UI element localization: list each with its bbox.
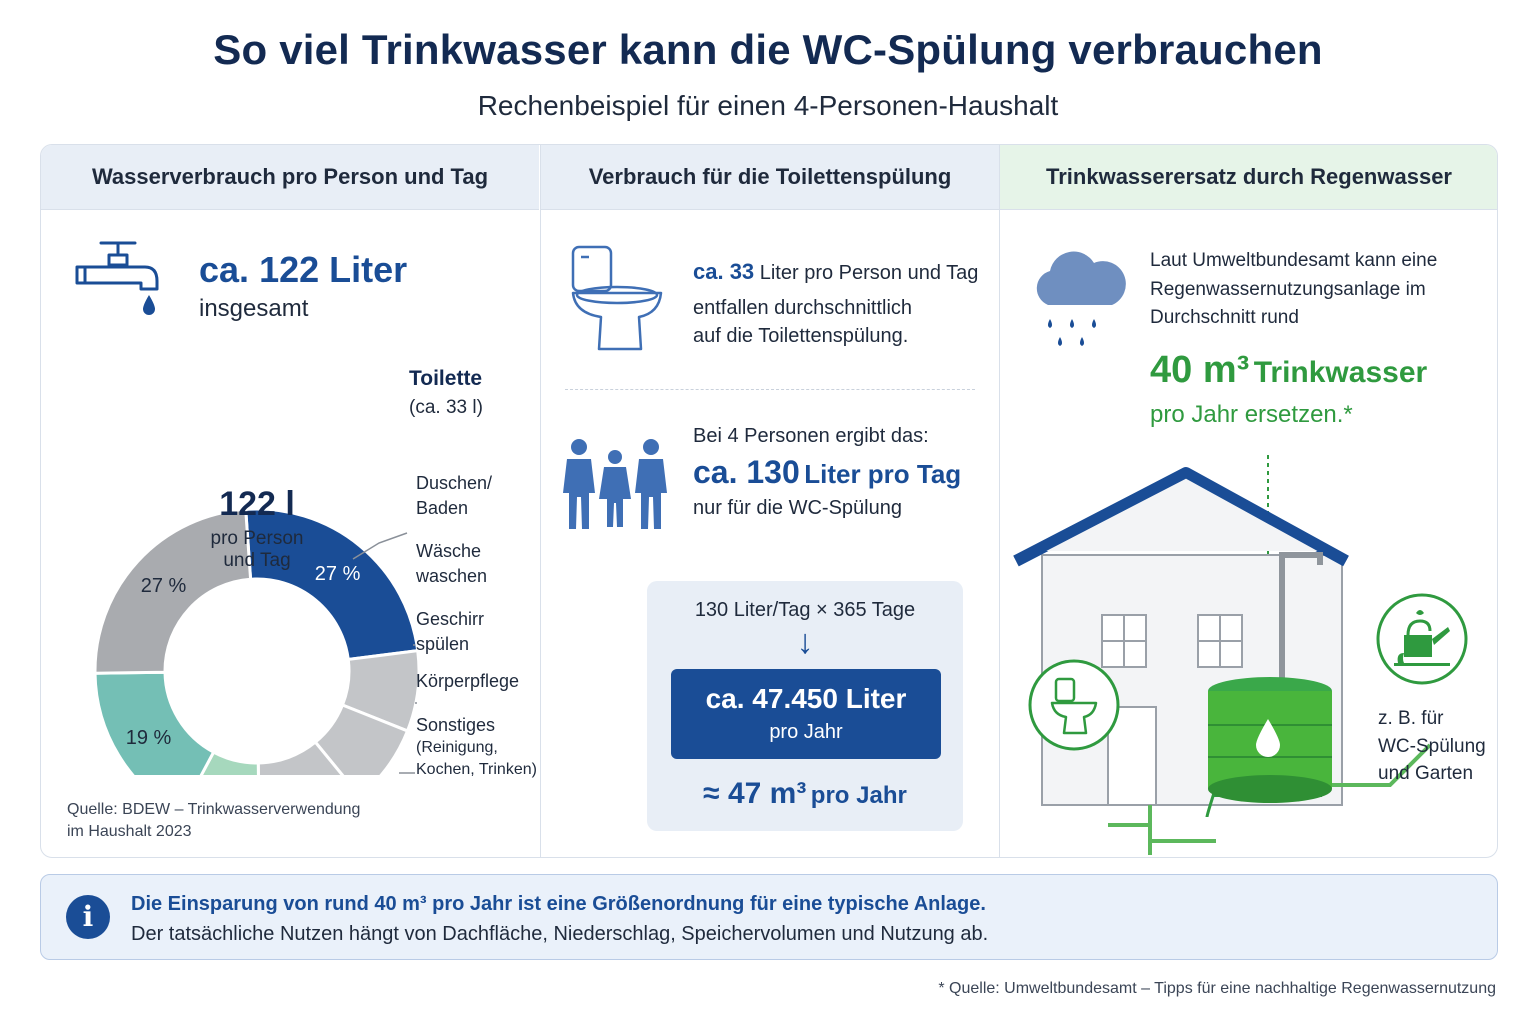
pie-slice-label: 27 % [141,575,187,597]
pie-slice [93,670,216,775]
house-windows [1101,614,1243,806]
usage-examples: z. B. für WC-Spülung und Garten [1378,708,1486,785]
household-usage-value: ca. 130 Liter pro Tag [693,454,962,490]
rainwater-text: Laut Umweltbundesamt kann eine Regenwass… [1150,250,1438,328]
downpipe [1279,552,1323,697]
page-subtitle: Rechenbeispiel für einen 4-Personen-Haus… [477,90,1059,121]
footnote: * Quelle: Umweltbundesamt – Tipps für ei… [938,980,1496,997]
donut-center-line-2: und Tag [223,550,291,571]
household-usage: Bei 4 Personen ergibt das: ca. 130 Liter… [693,425,961,520]
family-icon [563,439,667,529]
info-icon: i [66,895,110,939]
pie-slice [199,750,260,775]
usage-donut-chart: 27 %12 %9 %19 %27 % [93,507,421,775]
donut-center-line-1: pro Person [210,528,304,549]
household-usage-note: nur für die WC-Spülung [693,497,902,519]
source-note: Quelle: BDEW – Trinkwasserverwendung im H… [67,801,361,841]
rain-cloud-icon [1036,251,1126,346]
toilet-usage-text: ca. 33 Liter pro Person und Tag entfalle… [693,259,979,347]
panel-water-usage-heading: Wasserverbrauch pro Person und Tag [41,145,539,210]
water-tank [1205,677,1332,818]
panel-toilet-usage-heading: Verbrauch für die Toilettenspülung [541,145,999,210]
pie-slice [93,507,253,675]
legend-geschirr: Geschirr spülen [416,609,485,655]
wc-usage-icon [1028,659,1120,751]
info-banner: i Die Einsparung von rund 40 m³ pro Jahr… [40,874,1498,960]
pie-slice-label: 27 % [315,563,361,585]
panel-frame: Wasserverbrauch pro Person und Tag ca. 1… [40,144,1498,858]
panel-rainwater: Trinkwasserersatz durch Regenwasser Laut… [999,145,1497,857]
household-usage-intro: Bei 4 Personen ergibt das: [693,425,929,447]
legend-toilette: Toilette [409,367,483,390]
calculation-box: 130 Liter/Tag × 365 Tage ↓ ca. 47.450 Li… [647,581,963,831]
total-usage-value: ca. 122 Liter [199,249,408,290]
panel-toilet-usage: Verbrauch für die Toilettenspülung ca. 3… [540,145,999,857]
calc-approx: ≈ 47 m³ pro Jahr [703,777,907,810]
legend-toilette-sub: (ca. 33 l) [409,397,483,418]
donut-center-value: 122 l [219,485,295,523]
legend-duschen: Duschen/Baden [416,473,493,519]
calc-result: ca. 47.450 Liter pro Jahr [671,669,941,759]
page-title: So viel Trinkwasser kann die WC-Spülung … [213,26,1323,73]
legend-sonstiges: Sonstiges (Reinigung, Kochen, Trinken) [416,715,537,778]
section-divider [565,389,975,390]
donut-center-label: 122 l pro Person und Tag [147,485,367,572]
panel-rainwater-heading: Trinkwasserersatz durch Regenwasser [1000,145,1497,210]
rainwater-highlight: 40 m³ Trinkwasser [1150,349,1428,391]
rainwater-highlight-suffix: pro Jahr ersetzen.* [1150,401,1353,428]
legend-koerperpflege: Körperpflege [416,671,520,691]
calc-result-value: ca. 47.450 Liter [705,683,907,714]
arrow-down-icon: ↓ [796,623,814,661]
watering-can-icon [1376,593,1468,685]
panel-water-usage: Wasserverbrauch pro Person und Tag ca. 1… [41,145,539,857]
pie-slice-label: 19 % [126,727,172,749]
legend-leader-line [352,532,408,560]
pipes [1108,743,1432,855]
total-usage-suffix: insgesamt [199,295,309,322]
calc-formula: 130 Liter/Tag × 365 Tage [694,599,916,621]
pie-slice [313,703,410,775]
info-line-1: Die Einsparung von rund 40 m³ pro Jahr i… [131,893,986,915]
calc-result-unit: pro Jahr [769,721,843,743]
pie-slice [256,740,345,775]
legend-waesche: Wäsche waschen [416,541,488,587]
pie-slice [244,507,420,662]
info-line-2: Der tatsächliche Nutzen hängt von Dachfl… [131,923,989,945]
toilet-icon [571,245,663,351]
faucet-icon [75,241,159,315]
